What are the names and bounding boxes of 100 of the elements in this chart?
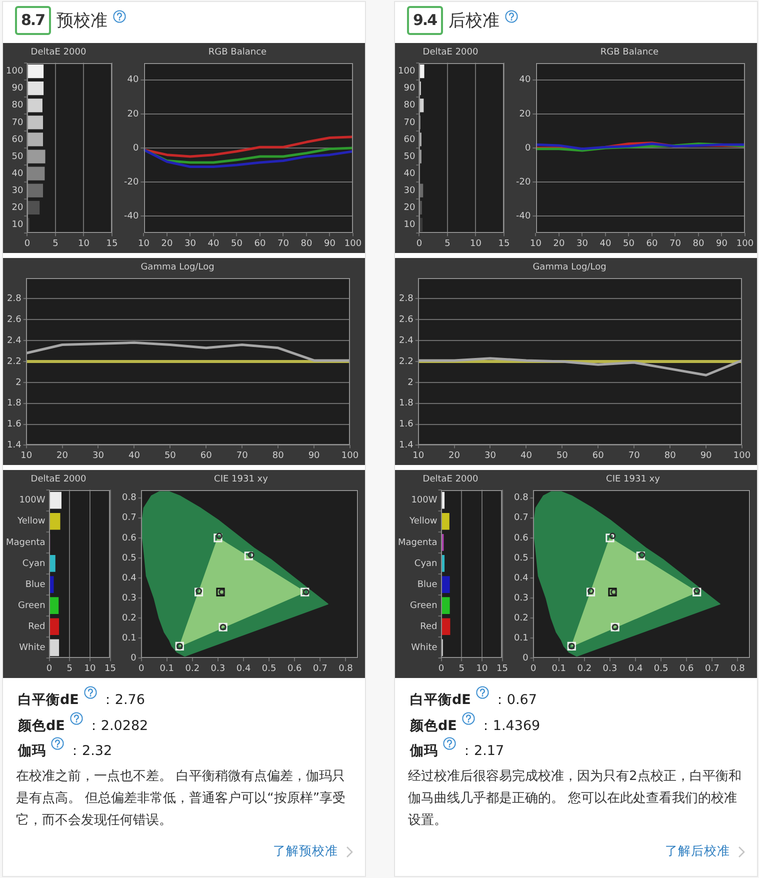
- y-tick-label: Cyan: [22, 558, 46, 569]
- x-tick-label: 15: [106, 238, 118, 249]
- y-tick-label: 0.6: [122, 533, 137, 544]
- text: ：2.17: [460, 743, 504, 759]
- x-tick-label: 80: [664, 450, 676, 461]
- y-tick-label: 2.2: [398, 356, 414, 367]
- text: ：2.76: [100, 692, 145, 708]
- y-tick-label: Green: [18, 600, 46, 611]
- y-tick-label: White: [411, 643, 438, 654]
- y-tick-label: -20: [124, 177, 139, 188]
- text: 白平衡dE: [18, 692, 79, 708]
- x-tick-label: 90: [324, 238, 336, 249]
- chart-title: DeltaE 2000: [30, 474, 87, 485]
- chart-title: DeltaE 2000: [30, 48, 87, 58]
- x-tick-label: 0.4: [628, 664, 643, 674]
- y-tick-label: 20: [127, 109, 139, 120]
- y-tick-label: Magenta: [6, 538, 46, 548]
- y-tick-label: Yellow: [16, 516, 46, 527]
- y-tick-label: 0.4: [514, 573, 529, 584]
- y-tick-label: 0.1: [514, 633, 528, 644]
- y-tick-label: 1.6: [6, 420, 22, 430]
- x-tick-label: 100: [344, 238, 362, 249]
- y-tick-label: 40: [519, 75, 531, 86]
- chart-title: RGB Balance: [208, 48, 268, 58]
- y-tick-label: 0.8: [122, 493, 137, 504]
- y-tick-label: 0.6: [514, 533, 529, 544]
- x-tick-label: 80: [272, 450, 284, 461]
- x-tick-label: 0.8: [730, 664, 746, 674]
- text: 经过校准后很容易完成校准，因为只有2点校正，白平衡和伽马曲线几乎都是正确的。 您可以在此处查看我们的校准设置。: [408, 768, 742, 830]
- x-tick-label: 30: [484, 450, 496, 461]
- y-tick-label: 1.8: [398, 398, 414, 409]
- text: 8.7: [15, 6, 51, 34]
- y-tick-label: 2: [16, 378, 22, 388]
- x-tick-label: 10: [476, 664, 488, 674]
- text: 了解预校准: [273, 843, 338, 860]
- y-tick-label: Red: [420, 622, 438, 632]
- x-tick-label: 30: [92, 450, 104, 461]
- y-tick-label: 10: [12, 220, 24, 230]
- text: ：2.32: [68, 743, 112, 759]
- y-tick-label: 10: [404, 220, 416, 230]
- y-tick-label: 100W: [411, 496, 438, 506]
- x-tick-label: 15: [104, 664, 116, 674]
- chart-title: Gamma Log/Log: [140, 262, 214, 273]
- text: 白平衡dE: [410, 692, 471, 708]
- y-tick-label: 2.4: [6, 336, 22, 346]
- x-tick-label: 40: [208, 238, 220, 249]
- text: 颜色dE: [18, 718, 65, 734]
- y-tick-label: 2.8: [6, 294, 22, 304]
- text: ：2.0282: [86, 718, 148, 734]
- y-tick-label: 40: [127, 75, 139, 86]
- y-tick-label: 0.7: [514, 513, 528, 524]
- y-tick-label: -40: [124, 212, 139, 222]
- y-tick-label: 60: [404, 134, 416, 145]
- x-tick-label: 50: [622, 238, 635, 249]
- y-tick-label: 20: [12, 202, 24, 213]
- text: ：1.4369: [478, 718, 540, 734]
- x-tick-label: 60: [200, 450, 212, 461]
- y-tick-label: 100: [398, 66, 416, 77]
- y-tick-label: 0: [524, 143, 531, 154]
- y-tick-label: 30: [12, 186, 24, 196]
- x-tick-label: 50: [556, 450, 568, 461]
- x-tick-label: 0.8: [338, 664, 354, 674]
- chart-title: CIE 1931 xy: [214, 474, 269, 485]
- x-tick-label: 60: [592, 450, 604, 461]
- y-tick-label: 70: [404, 118, 416, 128]
- y-tick-label: 2.6: [398, 314, 414, 325]
- y-tick-label: Yellow: [408, 516, 438, 527]
- y-tick-label: 100W: [19, 496, 46, 506]
- y-tick-label: 1.6: [398, 420, 414, 430]
- text: 后校准: [448, 10, 500, 32]
- x-tick-label: 50: [230, 238, 243, 249]
- y-tick-label: 50: [404, 152, 416, 162]
- y-tick-label: 90: [404, 84, 416, 94]
- x-tick-label: 0.7: [313, 664, 328, 674]
- y-tick-label: 80: [404, 100, 416, 111]
- x-tick-label: 40: [600, 238, 612, 249]
- y-tick-label: 100: [6, 66, 24, 77]
- y-tick-label: 1.4: [6, 440, 22, 451]
- y-tick-label: 0.3: [514, 593, 528, 604]
- y-tick-label: 0.2: [122, 613, 136, 624]
- y-tick-label: 80: [12, 100, 24, 111]
- x-tick-label: 20: [56, 450, 68, 461]
- y-tick-label: 2: [408, 378, 414, 388]
- text: 9.4: [407, 6, 443, 34]
- y-tick-label: 0.1: [122, 633, 136, 644]
- text: 在校准之前，一点也不差。 白平衡稍微有点偏差，伽玛只是有点高。 但总偏差非常低，普通客户可以“按原样”享受它，而不会发现任何错误。: [16, 768, 347, 830]
- x-tick-label: 70: [236, 450, 248, 461]
- chart-title: CIE 1931 xy: [606, 474, 661, 485]
- y-tick-label: 0.5: [122, 553, 136, 564]
- y-tick-label: -40: [516, 212, 531, 222]
- y-tick-label: 20: [519, 109, 531, 120]
- y-tick-label: 0.3: [122, 593, 136, 604]
- x-tick-label: 0: [46, 664, 52, 674]
- y-tick-label: 1.4: [398, 440, 414, 451]
- x-tick-label: 70: [628, 450, 640, 461]
- y-tick-label: 0.7: [122, 513, 136, 524]
- x-tick-label: 70: [670, 238, 682, 249]
- y-tick-label: 2.8: [398, 294, 414, 304]
- text: ：0.67: [492, 692, 537, 708]
- x-tick-label: 0.6: [287, 664, 302, 674]
